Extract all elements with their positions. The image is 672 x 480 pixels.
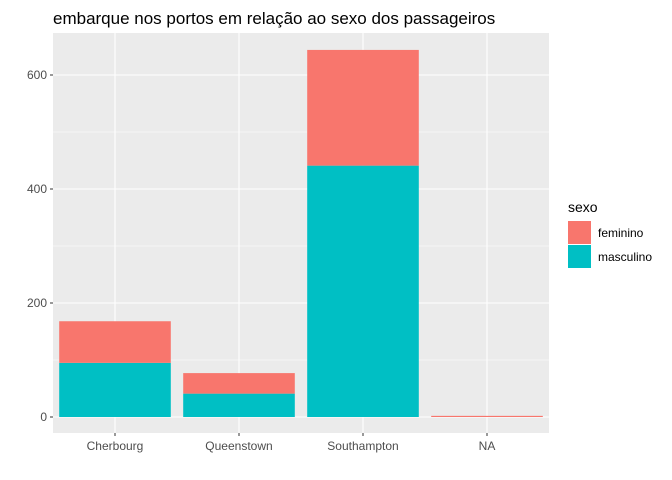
bar-feminino-queenstown — [183, 373, 295, 394]
chart-title: embarque nos portos em relação ao sexo d… — [53, 9, 495, 28]
legend-title: sexo — [568, 199, 598, 215]
legend-key-masculino — [568, 245, 591, 268]
x-tick-label: Queenstown — [205, 439, 272, 453]
legend-label-masculino: masculino — [598, 250, 652, 264]
legend: sexo feminino masculino — [568, 199, 652, 268]
bar-feminino-na — [431, 415, 543, 417]
bar-masculino-queenstown — [183, 393, 295, 417]
bar-feminino-cherbourg — [59, 321, 171, 363]
y-tick-label: 0 — [40, 410, 47, 424]
bars — [59, 49, 543, 417]
y-tick-label: 600 — [27, 68, 47, 82]
bar-feminino-southampton — [307, 49, 419, 166]
bar-masculino-cherbourg — [59, 362, 171, 417]
x-tick-label: NA — [479, 439, 496, 453]
bar-masculino-southampton — [307, 165, 419, 417]
x-tick-label: Southampton — [327, 439, 398, 453]
y-tick-label: 200 — [27, 296, 47, 310]
x-axis: Cherbourg Queenstown Southampton NA — [87, 433, 496, 453]
legend-key-feminino — [568, 221, 591, 244]
x-tick-label: Cherbourg — [87, 439, 144, 453]
legend-label-feminino: feminino — [598, 226, 644, 240]
y-tick-label: 400 — [27, 182, 47, 196]
y-axis: 0 200 400 600 — [27, 68, 53, 424]
